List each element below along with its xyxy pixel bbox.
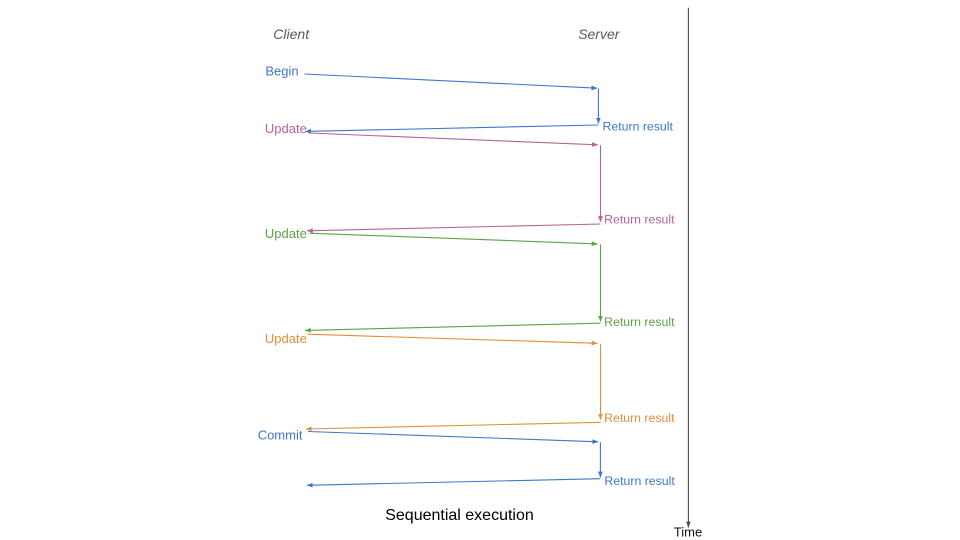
svg-text:Client: Client (273, 26, 310, 42)
svg-text:Return result: Return result (604, 411, 675, 425)
svg-text:Update: Update (265, 226, 307, 241)
svg-text:Update: Update (265, 121, 307, 136)
svg-text:Sequential execution: Sequential execution (385, 507, 534, 524)
svg-text:Time: Time (674, 525, 702, 540)
svg-text:Begin: Begin (265, 63, 298, 78)
svg-text:Update: Update (265, 331, 307, 346)
svg-text:Server: Server (578, 26, 621, 42)
svg-text:Return result: Return result (604, 213, 675, 227)
svg-text:Return result: Return result (604, 474, 675, 488)
svg-text:Return result: Return result (603, 120, 674, 134)
svg-text:Commit: Commit (258, 428, 303, 443)
svg-text:Return result: Return result (604, 315, 675, 329)
